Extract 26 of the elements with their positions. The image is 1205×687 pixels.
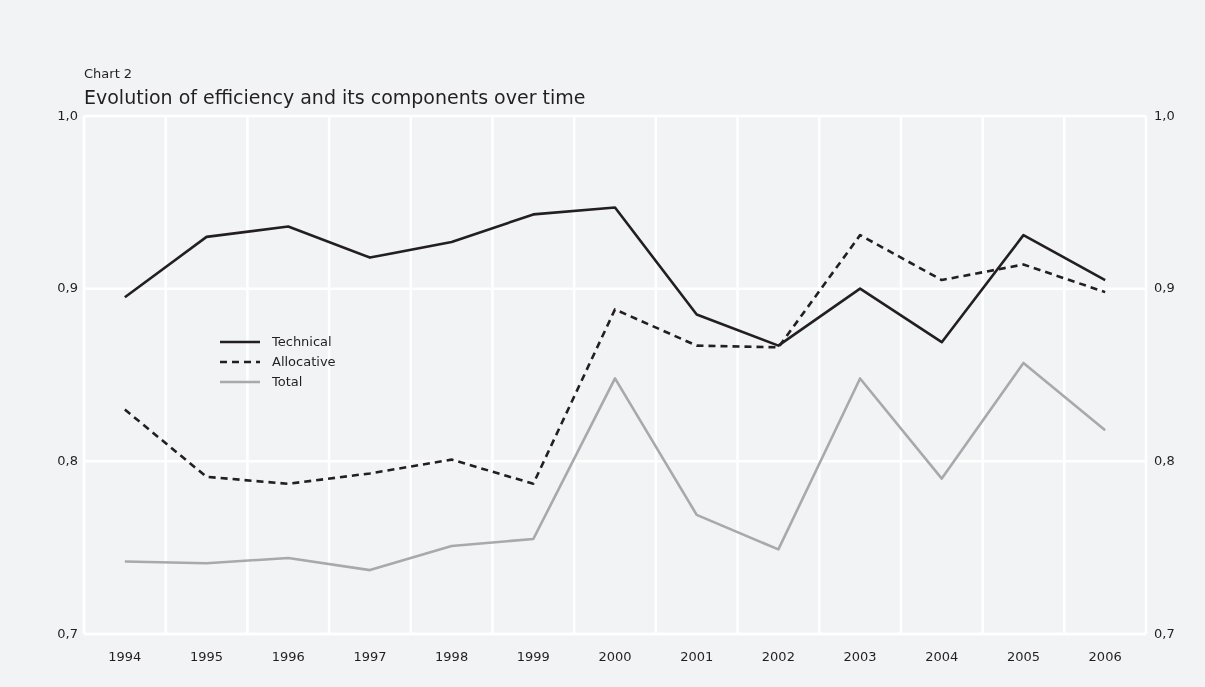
y2-tick-label: 1,0 (1154, 107, 1175, 123)
x-tick-label: 2005 (1006, 649, 1041, 664)
x-tick-label: 2002 (761, 649, 795, 664)
y2-tick-label: 0,9 (1154, 280, 1175, 296)
chart-subtitle: Chart 2 (84, 66, 133, 81)
chart-title: Evolution of efficiency and its components over time (84, 86, 586, 108)
y-tick-label: 0,9 (57, 280, 78, 296)
x-tick-label: 2006 (1088, 649, 1122, 664)
y-tick-label: 0,8 (57, 452, 78, 468)
legend-label: Total (271, 373, 303, 389)
y-tick-label: 0,7 (57, 625, 78, 641)
y-tick-label: 1,0 (57, 107, 78, 123)
x-tick-label: 1994 (108, 649, 142, 664)
x-tick-label: 1997 (353, 649, 387, 664)
x-tick-label: 2001 (680, 649, 714, 664)
y2-tick-label: 0,8 (1154, 452, 1175, 468)
x-tick-label: 1998 (435, 649, 469, 664)
legend-label: Technical (271, 333, 332, 349)
x-tick-label: 1995 (189, 649, 224, 664)
x-tick-label: 2004 (925, 649, 959, 664)
x-tick-label: 2003 (843, 649, 877, 664)
legend-label: Allocative (272, 353, 336, 369)
x-tick-label: 1996 (271, 649, 305, 664)
x-tick-label: 2000 (598, 649, 632, 664)
y2-tick-label: 0,7 (1154, 625, 1175, 641)
x-tick-label: 1999 (516, 649, 550, 664)
